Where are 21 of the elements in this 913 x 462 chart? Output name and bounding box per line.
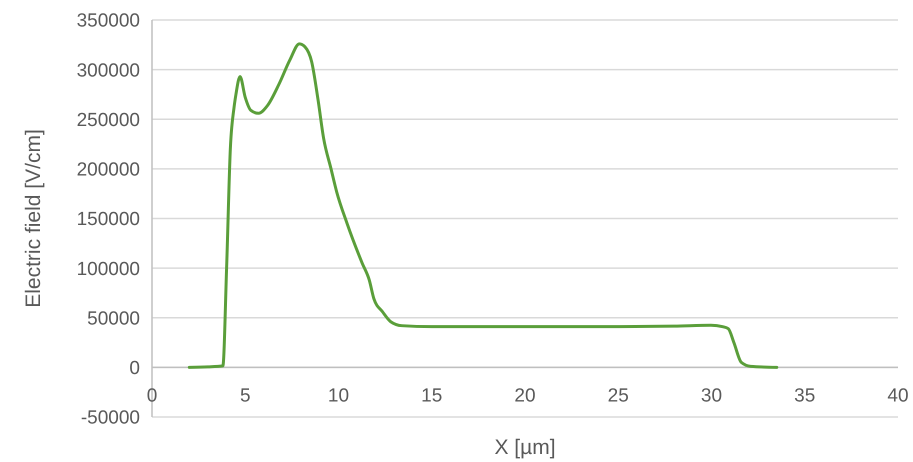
y-tick-label: 250000 — [76, 110, 140, 131]
x-tick-label: 5 — [240, 385, 251, 406]
x-tick-label: 40 — [887, 385, 909, 406]
x-axis-title: X [µm] — [494, 436, 556, 459]
y-tick-label: -50000 — [80, 408, 140, 429]
line-series — [188, 42, 778, 369]
x-tick-label: 20 — [514, 385, 536, 406]
x-tick-label: 15 — [421, 385, 442, 406]
x-tick-label: 35 — [794, 385, 816, 406]
x-tick-label: 25 — [608, 385, 629, 406]
y-tick-label: 100000 — [76, 258, 140, 280]
y-axis-title: Electric field [V/cm] — [22, 129, 45, 308]
y-tick-label: 200000 — [76, 160, 140, 181]
y-tick-label: 350000 — [76, 10, 140, 32]
x-tick-label: 10 — [328, 385, 350, 406]
y-tick-label: 0 — [129, 358, 140, 380]
x-tick-label: 0 — [146, 385, 158, 406]
y-tick-label: 150000 — [76, 209, 140, 230]
y-tick-label: 300000 — [76, 60, 140, 82]
x-tick-label: 30 — [700, 385, 722, 406]
y-tick-label: 50000 — [87, 308, 140, 330]
